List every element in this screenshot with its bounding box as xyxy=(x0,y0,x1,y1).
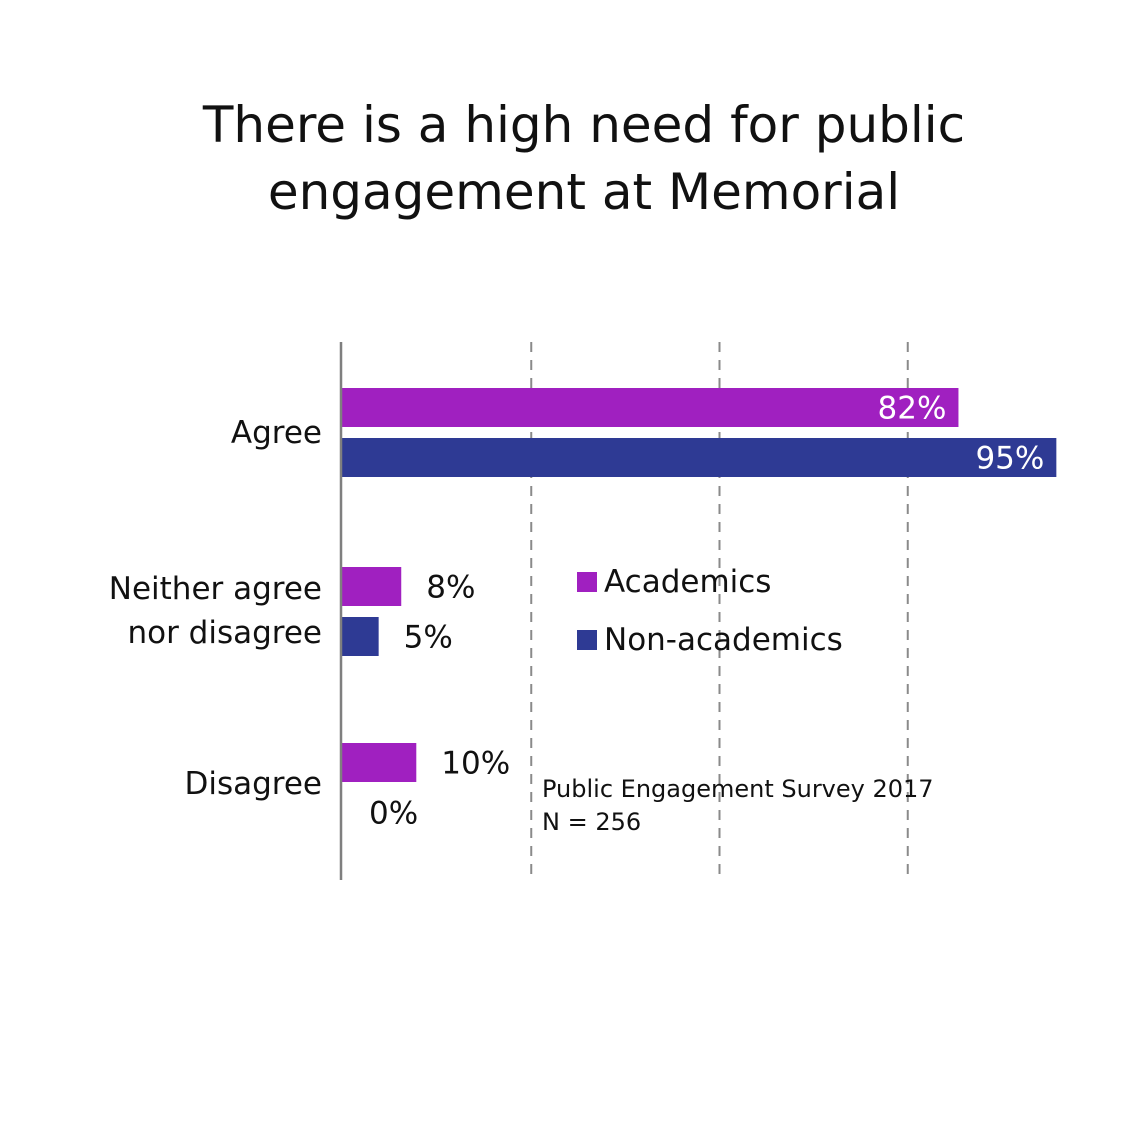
bar-non-academics xyxy=(341,438,1057,477)
data-label: 8% xyxy=(426,570,475,606)
bar-academics xyxy=(341,567,402,606)
data-label: 0% xyxy=(369,796,418,832)
data-labels: 82% 8% 10% 95% 5% 0% xyxy=(369,391,1044,832)
annotation-line: N = 256 xyxy=(542,808,641,836)
bars xyxy=(341,388,1057,782)
legend-swatch xyxy=(577,572,597,592)
category-label: nor disagree xyxy=(127,615,322,651)
category-labels: Agree Neither agree nor disagree Disagree xyxy=(109,415,322,802)
legend-label: Academics xyxy=(604,564,771,600)
chart-title-line: There is a high need for public xyxy=(202,96,965,154)
bar-academics xyxy=(341,743,417,782)
category-label: Neither agree xyxy=(109,571,322,607)
bar-academics xyxy=(341,388,959,427)
legend: Academics Non-academics xyxy=(577,564,843,658)
legend-label: Non-academics xyxy=(604,622,843,658)
category-label: Agree xyxy=(231,415,322,451)
bar-non-academics xyxy=(341,617,379,656)
data-label: 82% xyxy=(878,391,947,427)
chart-title: There is a high need for public engagemen… xyxy=(202,96,965,221)
data-label: 10% xyxy=(441,746,510,782)
legend-swatch xyxy=(577,630,597,650)
source-note: Public Engagement Survey 2017 N = 256 xyxy=(542,775,934,836)
chart-title-line: engagement at Memorial xyxy=(268,163,900,221)
annotation-line: Public Engagement Survey 2017 xyxy=(542,775,934,803)
data-label: 95% xyxy=(975,441,1044,477)
category-label: Disagree xyxy=(184,766,322,802)
data-label: 5% xyxy=(404,620,453,656)
